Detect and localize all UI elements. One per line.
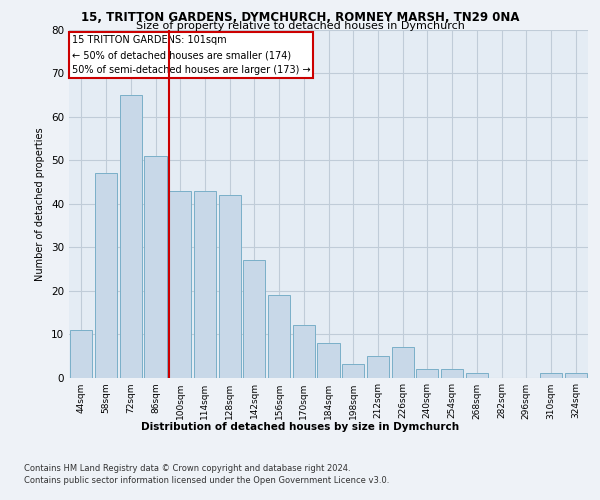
Bar — [169, 190, 191, 378]
Bar — [95, 174, 117, 378]
Bar — [367, 356, 389, 378]
Bar — [243, 260, 265, 378]
Bar — [466, 373, 488, 378]
Bar — [416, 369, 439, 378]
Bar — [145, 156, 167, 378]
Bar — [218, 195, 241, 378]
Y-axis label: Number of detached properties: Number of detached properties — [35, 127, 46, 280]
Bar — [70, 330, 92, 378]
Bar — [342, 364, 364, 378]
Text: Contains public sector information licensed under the Open Government Licence v3: Contains public sector information licen… — [24, 476, 389, 485]
Text: Size of property relative to detached houses in Dymchurch: Size of property relative to detached ho… — [136, 21, 464, 31]
Bar — [293, 326, 315, 378]
Bar — [565, 373, 587, 378]
Text: Contains HM Land Registry data © Crown copyright and database right 2024.: Contains HM Land Registry data © Crown c… — [24, 464, 350, 473]
Bar — [268, 295, 290, 378]
Bar — [317, 343, 340, 378]
Text: 15, TRITTON GARDENS, DYMCHURCH, ROMNEY MARSH, TN29 0NA: 15, TRITTON GARDENS, DYMCHURCH, ROMNEY M… — [81, 11, 519, 24]
Text: 15 TRITTON GARDENS: 101sqm
← 50% of detached houses are smaller (174)
50% of sem: 15 TRITTON GARDENS: 101sqm ← 50% of deta… — [71, 35, 310, 75]
Bar — [392, 347, 414, 378]
Bar — [540, 373, 562, 378]
Bar — [441, 369, 463, 378]
Text: Distribution of detached houses by size in Dymchurch: Distribution of detached houses by size … — [141, 422, 459, 432]
Bar — [119, 95, 142, 378]
Bar — [194, 190, 216, 378]
